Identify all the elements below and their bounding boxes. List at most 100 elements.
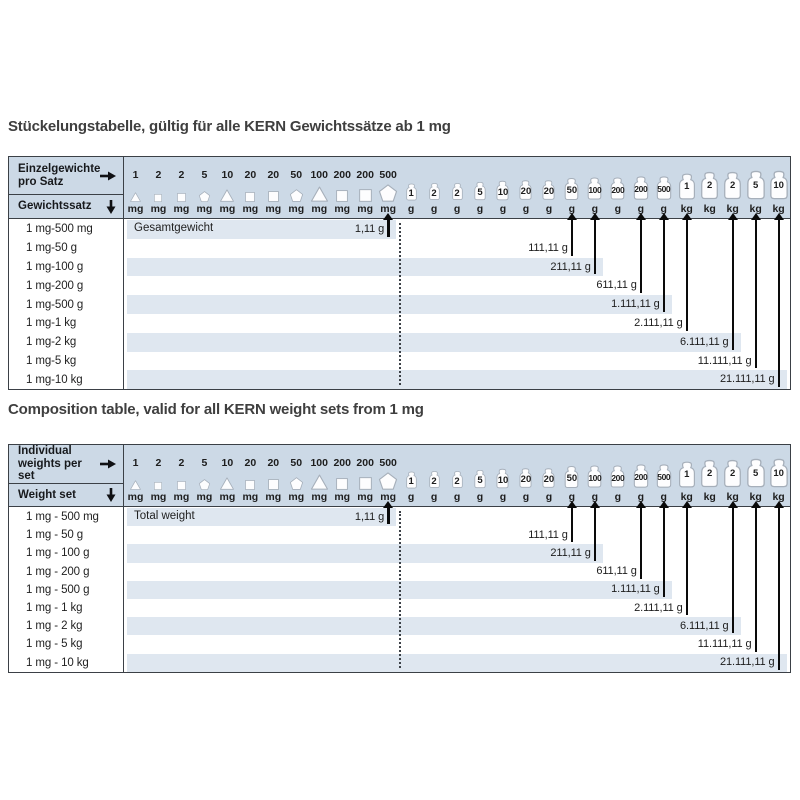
unit-label: g [545, 491, 553, 503]
corner-cell-individual-weights: Einzelgewichte pro Satz [9, 157, 123, 196]
unit-label: g [407, 203, 415, 215]
total-weight-value: 21.111,11 g [719, 656, 775, 669]
mg-square-icon [245, 182, 256, 202]
unit-label: g [637, 203, 644, 215]
set-row-label: 1 mg-2 kg [26, 336, 77, 349]
mg-value-label: 1 [132, 457, 139, 469]
set-row-label: 1 mg - 10 kg [26, 656, 89, 669]
arrow-head-icon [750, 213, 761, 220]
weight-value-label: 1 [408, 188, 414, 200]
max-weight-arrow-stem [639, 507, 642, 579]
unit-label: mg [173, 491, 190, 503]
max-weight-arrow-stem [386, 507, 390, 525]
weight-value-label: 2 [730, 180, 736, 192]
mg-square-icon [245, 470, 256, 490]
corner-cell-weight-set: Weight set [9, 484, 123, 507]
weight-value-label: 20 [520, 185, 532, 197]
column-header-200-mg: 200 mg [331, 445, 354, 506]
unit-label: kg [772, 491, 785, 503]
column-header-5-kg: 5 kg [744, 157, 767, 218]
column-header-200-g: 200 g [606, 157, 629, 218]
weight-value-label: 5 [752, 467, 759, 479]
mg-value-label: 200 [333, 169, 351, 181]
weight-columns: 1 mg 2 mg 2 mg 5 mg 10 mg 20 mg 20 mg 50 mg 100 mg 200 mg 20… [124, 445, 790, 506]
weight-icon-box: 2 [699, 455, 720, 490]
weight-icon: 50 [563, 176, 580, 202]
unit-label: g [614, 491, 622, 503]
unit-label: g [499, 491, 507, 503]
mg-value-label: 200 [356, 457, 374, 469]
weight-icon-box: 500 [655, 455, 673, 490]
weight-icon-box: 10 [495, 455, 510, 490]
mg-value-label: 20 [244, 169, 257, 181]
corner-label-individual-weights: Individual weights per set [18, 445, 82, 482]
column-header-20-mg: 20 mg [239, 445, 262, 506]
column-header-200-mg: 200 mg [354, 157, 377, 218]
arrow-head-icon [383, 501, 394, 508]
mg-square-icon [358, 182, 372, 202]
arrow-head-icon [727, 213, 738, 220]
weight-icon-box: 20 [518, 167, 533, 202]
column-header-200-g: 200 g [629, 157, 652, 218]
mg-value-label: 5 [201, 169, 208, 181]
arrow-head-icon [589, 213, 600, 220]
arrow-head-icon [773, 501, 784, 508]
total-weight-value: 1,11 g [354, 510, 385, 523]
weight-icon: 1 [677, 459, 697, 490]
max-weight-arrow-stem [685, 507, 688, 616]
column-header-5-kg: 5 kg [744, 445, 767, 506]
column-header-20-mg: 20 mg [262, 157, 285, 218]
mg-triangle-icon [310, 182, 329, 202]
weight-icon: 2 [722, 457, 743, 490]
weight-value-label: 200 [634, 472, 648, 483]
unit-label: g [499, 203, 507, 215]
unit-label: mg [311, 203, 328, 215]
total-weight-value: 611,11 g [596, 279, 637, 292]
max-weight-arrow-stem [662, 507, 665, 597]
corner-cell-individual-weights: Individual weights per set [9, 445, 123, 484]
weight-icon: 2 [451, 469, 464, 490]
column-header-200-g: 200 g [606, 445, 629, 506]
unit-label: g [522, 203, 530, 215]
column-header-2-mg: 2 mg [147, 445, 170, 506]
weight-icon-box: 1 [405, 167, 418, 202]
mg-pentagon-icon [289, 182, 304, 202]
weight-value-label: 20 [543, 473, 555, 485]
weight-value-label: 200 [611, 184, 625, 195]
column-header-20-g: 20 g [514, 157, 537, 218]
weight-icon: 10 [495, 179, 510, 202]
unit-label: g [453, 203, 461, 215]
column-header-200-mg: 200 mg [331, 157, 354, 218]
column-header-2-mg: 2 mg [147, 157, 170, 218]
unit-label: mg [357, 491, 374, 503]
weight-icon: 20 [518, 178, 533, 202]
weight-value-label: 500 [657, 184, 671, 195]
weight-icon-box: 10 [495, 167, 510, 202]
mg-value-label: 50 [290, 169, 303, 181]
column-header-1-mg: 1 mg [124, 445, 147, 506]
unit-label: g [430, 203, 438, 215]
arrow-head-icon [681, 213, 692, 220]
total-weight-value: 21.111,11 g [719, 373, 775, 386]
column-header-500-g: 500 g [652, 157, 675, 218]
mg-triangle-icon [219, 470, 235, 490]
set-row-label: 1 mg-500 g [26, 298, 84, 311]
row-band [127, 370, 787, 390]
mg-value-label: 10 [221, 457, 234, 469]
weight-icon-box: 2 [451, 455, 464, 490]
column-header-10-g: 10 g [492, 157, 515, 218]
weight-value-label: 10 [773, 467, 784, 479]
mg-square-icon [267, 470, 279, 490]
column-header-1-kg: 1 kg [675, 445, 698, 506]
weight-icon: 5 [473, 180, 487, 202]
column-header-5-mg: 5 mg [193, 445, 216, 506]
total-weight-value: 6.111,11 g [680, 619, 729, 632]
column-header-2-kg: 2 kg [698, 157, 721, 218]
column-header-50-mg: 50 mg [285, 157, 308, 218]
max-weight-arrow-stem [386, 219, 390, 237]
max-weight-arrow-stem [639, 219, 642, 294]
mg-value-label: 50 [290, 457, 303, 469]
column-header-10-kg: 10 kg [767, 157, 790, 218]
